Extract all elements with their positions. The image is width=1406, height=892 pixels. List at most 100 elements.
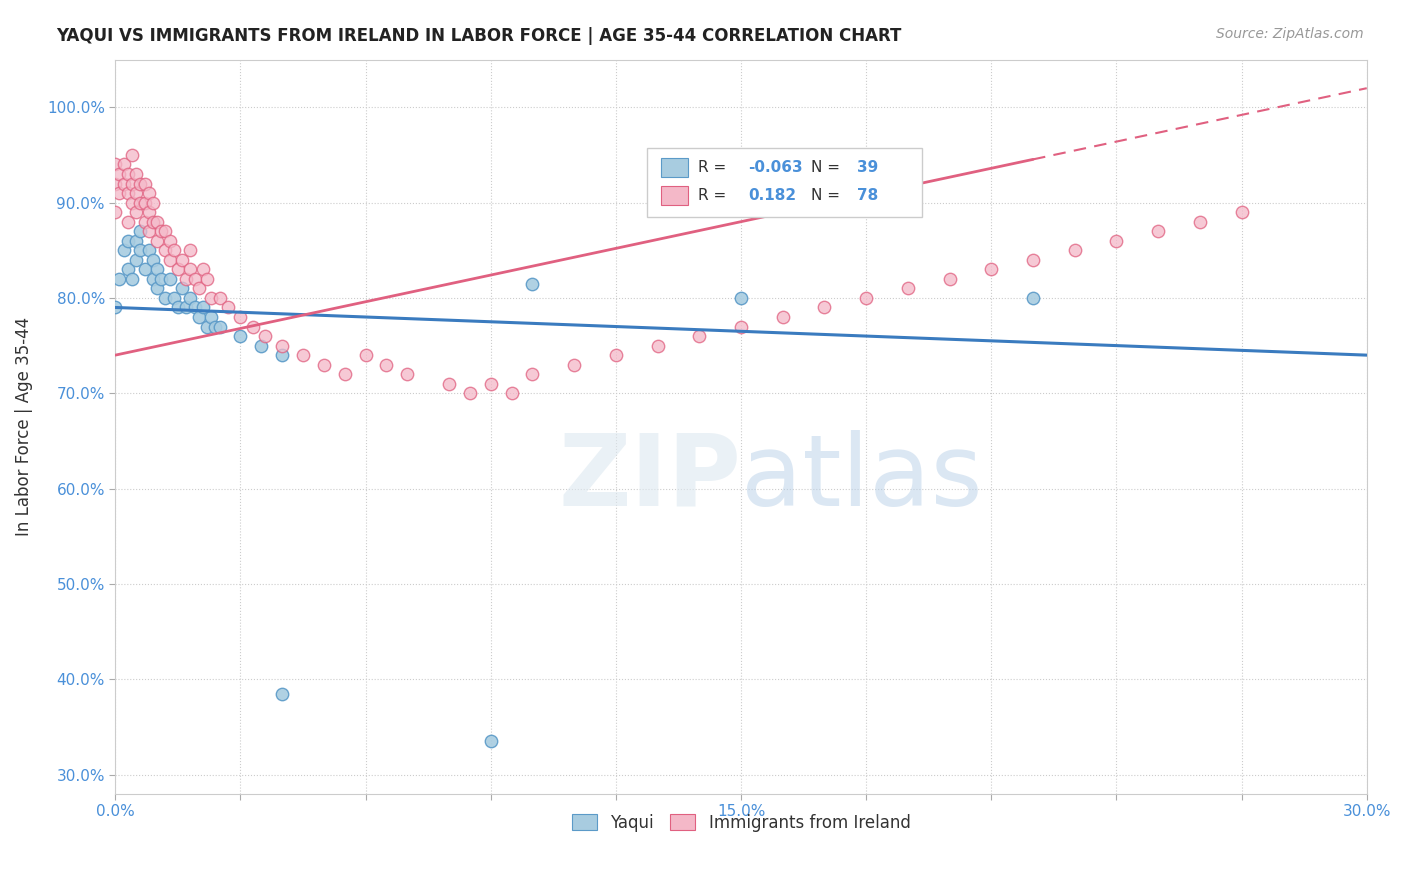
Point (125, 186, 148, 200)
Point (458, 386, 481, 401)
Point (104, 157, 127, 171)
Point (155, 291, 177, 305)
Point (163, 291, 186, 305)
Point (938, 272, 960, 286)
Point (501, 386, 523, 401)
Point (121, 195, 143, 210)
Point (179, 262, 201, 277)
Point (125, 167, 148, 181)
Point (138, 244, 160, 258)
Point (191, 262, 214, 277)
Point (129, 177, 152, 191)
Point (1188, 215, 1211, 229)
FancyBboxPatch shape (661, 159, 689, 177)
Point (1022, 291, 1045, 305)
Point (479, 734, 502, 748)
Point (117, 186, 139, 200)
Point (1105, 234, 1128, 248)
Text: R =: R = (699, 188, 727, 202)
Point (174, 272, 197, 286)
FancyBboxPatch shape (661, 186, 689, 204)
Point (217, 301, 239, 315)
Point (112, 244, 135, 258)
Point (200, 291, 222, 305)
Point (605, 348, 627, 362)
Point (191, 301, 214, 315)
Point (159, 272, 181, 286)
Point (647, 338, 669, 352)
Point (271, 338, 294, 352)
Point (479, 376, 502, 391)
Point (312, 358, 335, 372)
Point (333, 368, 356, 382)
Point (522, 277, 544, 291)
Point (117, 262, 139, 277)
Point (170, 252, 193, 267)
Point (437, 376, 460, 391)
Point (204, 319, 226, 334)
Point (150, 224, 173, 238)
Point (183, 272, 205, 286)
Point (134, 195, 156, 210)
Point (117, 167, 139, 181)
Point (129, 195, 152, 210)
Point (117, 234, 139, 248)
Point (242, 319, 264, 334)
Point (208, 291, 231, 305)
Point (138, 205, 160, 219)
Point (813, 301, 835, 315)
Point (1230, 205, 1253, 219)
Point (125, 205, 148, 219)
Point (522, 368, 544, 382)
Point (730, 291, 752, 305)
Text: atlas: atlas (741, 430, 983, 526)
Point (138, 186, 160, 200)
Point (562, 358, 585, 372)
Point (108, 186, 131, 200)
Point (146, 215, 169, 229)
Text: R =: R = (699, 160, 727, 175)
Point (163, 244, 186, 258)
Point (396, 368, 419, 382)
Point (117, 215, 139, 229)
Point (1147, 224, 1170, 238)
Point (146, 234, 169, 248)
Point (195, 272, 218, 286)
Point (200, 310, 222, 324)
Point (292, 348, 315, 362)
Point (855, 291, 877, 305)
Text: 78: 78 (858, 188, 879, 202)
Point (174, 301, 197, 315)
Text: N =: N = (811, 160, 841, 175)
Point (195, 319, 218, 334)
Point (187, 281, 209, 295)
Point (104, 177, 127, 191)
Y-axis label: In Labor Force | Age 35-44: In Labor Force | Age 35-44 (15, 317, 32, 536)
Legend: Yaqui, Immigrants from Ireland: Yaqui, Immigrants from Ireland (564, 805, 918, 840)
Point (688, 329, 710, 343)
Point (730, 319, 752, 334)
Text: ZIP: ZIP (558, 430, 741, 526)
Point (772, 310, 794, 324)
Point (121, 148, 143, 162)
Point (142, 252, 165, 267)
Point (980, 262, 1002, 277)
Point (134, 215, 156, 229)
Point (187, 310, 209, 324)
Point (134, 262, 156, 277)
Point (167, 262, 190, 277)
Point (159, 234, 181, 248)
Point (897, 281, 920, 295)
Text: 0.182: 0.182 (748, 188, 797, 202)
Text: 39: 39 (858, 160, 879, 175)
Point (104, 301, 127, 315)
Point (150, 272, 173, 286)
Point (121, 272, 143, 286)
Point (146, 262, 169, 277)
Point (155, 244, 177, 258)
Point (108, 167, 131, 181)
Point (104, 205, 127, 219)
Text: N =: N = (811, 188, 841, 202)
Text: Source: ZipAtlas.com: Source: ZipAtlas.com (1216, 27, 1364, 41)
Point (142, 272, 165, 286)
